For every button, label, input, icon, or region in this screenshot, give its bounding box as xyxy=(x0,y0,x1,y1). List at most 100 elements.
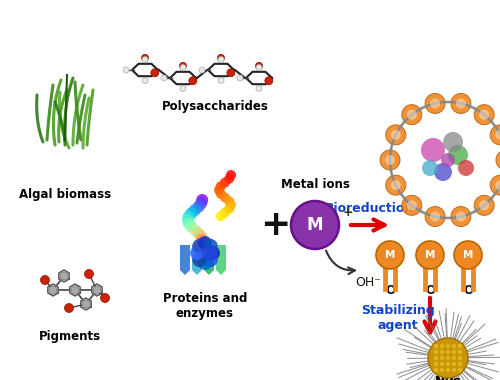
Circle shape xyxy=(454,241,482,269)
Circle shape xyxy=(195,197,207,209)
Circle shape xyxy=(186,207,198,219)
Circle shape xyxy=(192,201,204,213)
Circle shape xyxy=(458,350,462,354)
Polygon shape xyxy=(59,270,69,282)
Circle shape xyxy=(180,62,186,70)
Circle shape xyxy=(407,110,417,120)
Circle shape xyxy=(226,200,236,210)
Circle shape xyxy=(204,239,218,253)
Circle shape xyxy=(40,276,50,285)
Circle shape xyxy=(434,350,438,354)
Circle shape xyxy=(440,356,444,360)
Circle shape xyxy=(451,207,471,226)
Circle shape xyxy=(183,211,195,223)
Circle shape xyxy=(100,293,110,302)
Circle shape xyxy=(390,180,400,190)
Circle shape xyxy=(186,221,198,233)
Circle shape xyxy=(199,67,205,73)
Circle shape xyxy=(440,362,444,366)
Circle shape xyxy=(446,368,450,372)
Circle shape xyxy=(496,180,500,190)
Text: OH⁻: OH⁻ xyxy=(355,276,381,288)
Circle shape xyxy=(198,256,212,270)
Circle shape xyxy=(224,196,234,206)
Circle shape xyxy=(452,344,456,348)
Circle shape xyxy=(265,77,273,85)
Circle shape xyxy=(142,54,148,61)
Circle shape xyxy=(434,362,438,366)
Circle shape xyxy=(440,350,444,354)
Circle shape xyxy=(443,132,463,152)
Circle shape xyxy=(189,204,201,216)
Circle shape xyxy=(434,344,438,348)
Circle shape xyxy=(479,110,489,120)
Circle shape xyxy=(474,195,494,215)
Text: Stabilizing
agent: Stabilizing agent xyxy=(361,304,435,332)
Circle shape xyxy=(180,86,186,92)
Circle shape xyxy=(71,286,79,294)
Circle shape xyxy=(407,200,417,211)
Circle shape xyxy=(376,241,404,269)
Circle shape xyxy=(458,368,462,372)
Circle shape xyxy=(192,241,204,253)
Circle shape xyxy=(291,201,339,249)
Circle shape xyxy=(190,246,204,260)
Circle shape xyxy=(218,78,224,84)
Circle shape xyxy=(452,362,456,366)
Circle shape xyxy=(216,189,226,199)
Circle shape xyxy=(496,150,500,170)
Polygon shape xyxy=(180,245,190,275)
Circle shape xyxy=(182,214,194,226)
Circle shape xyxy=(196,234,208,246)
Circle shape xyxy=(446,356,450,360)
Circle shape xyxy=(204,253,218,267)
Circle shape xyxy=(458,344,462,348)
Circle shape xyxy=(446,344,450,348)
Polygon shape xyxy=(216,245,226,275)
Circle shape xyxy=(216,181,226,191)
Circle shape xyxy=(440,344,444,348)
Circle shape xyxy=(93,286,101,294)
Circle shape xyxy=(206,246,220,260)
Circle shape xyxy=(195,231,207,243)
Circle shape xyxy=(202,245,218,261)
Circle shape xyxy=(416,241,444,269)
Circle shape xyxy=(452,350,456,354)
Circle shape xyxy=(430,212,440,222)
Circle shape xyxy=(226,170,236,180)
Text: Polysaccharides: Polysaccharides xyxy=(162,100,268,113)
Circle shape xyxy=(448,145,468,165)
Circle shape xyxy=(425,93,445,114)
Circle shape xyxy=(440,368,444,372)
Circle shape xyxy=(425,207,445,226)
Circle shape xyxy=(458,160,474,176)
Text: +: + xyxy=(343,206,353,220)
Circle shape xyxy=(192,239,206,253)
Circle shape xyxy=(402,105,422,125)
Circle shape xyxy=(421,138,445,162)
Circle shape xyxy=(452,356,456,360)
Circle shape xyxy=(456,98,466,108)
Circle shape xyxy=(151,69,159,77)
Circle shape xyxy=(180,65,186,71)
Circle shape xyxy=(441,153,455,167)
Circle shape xyxy=(474,105,494,125)
Circle shape xyxy=(446,362,450,366)
Circle shape xyxy=(161,75,167,81)
Circle shape xyxy=(458,356,462,360)
Text: +: + xyxy=(260,208,290,242)
Circle shape xyxy=(434,163,452,181)
Circle shape xyxy=(380,150,400,170)
Text: M: M xyxy=(385,250,395,260)
Polygon shape xyxy=(81,298,91,310)
Circle shape xyxy=(458,362,462,366)
Circle shape xyxy=(490,125,500,145)
Circle shape xyxy=(142,57,148,63)
Circle shape xyxy=(84,269,94,279)
Circle shape xyxy=(385,155,395,165)
Polygon shape xyxy=(204,245,214,275)
Circle shape xyxy=(64,304,74,312)
Circle shape xyxy=(256,62,262,70)
Circle shape xyxy=(123,67,129,73)
Circle shape xyxy=(496,130,500,140)
